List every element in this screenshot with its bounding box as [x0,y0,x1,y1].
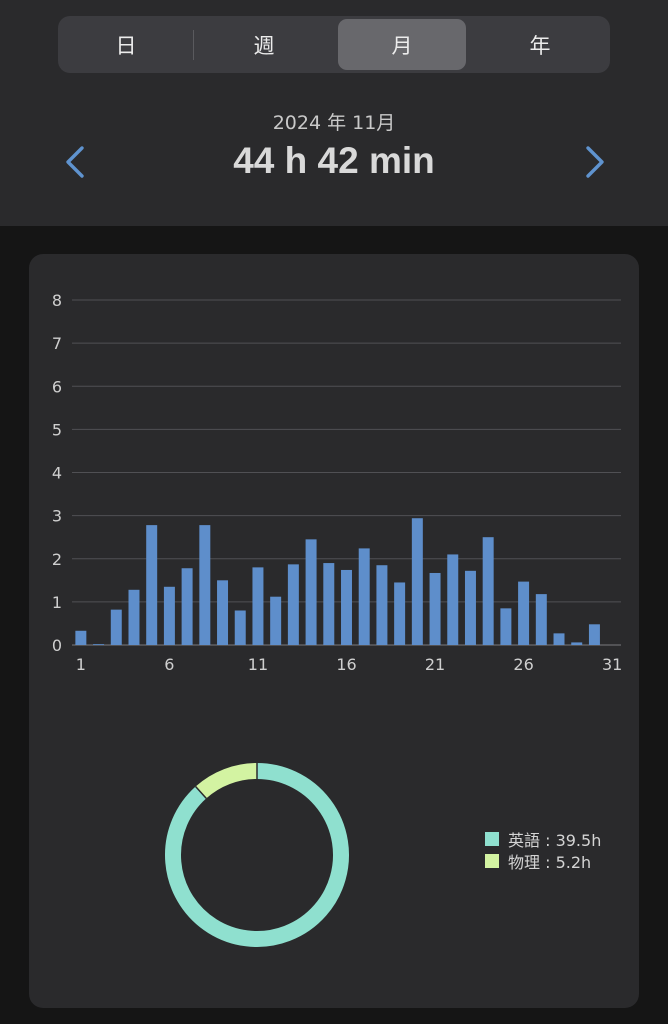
bar-day-20 [411,518,423,645]
bar-day-12 [270,596,282,645]
bar-day-2 [93,644,105,645]
x-tick-label: 31 [602,655,622,674]
donut-legend: 英語 : 39.5h 物理 : 5.2h [485,828,601,872]
bar-day-11 [252,567,264,645]
bar-day-3 [110,609,122,645]
bar-day-8 [199,525,211,645]
bar-day-6 [163,586,175,645]
x-tick-label: 1 [76,655,86,674]
y-tick-label: 5 [52,420,62,439]
legend-swatch-physics [485,854,499,868]
bar-day-17 [358,548,370,645]
y-tick-label: 1 [52,593,62,612]
donut-slice-physics [195,763,258,799]
legend-swatch-english [485,832,499,846]
bar-day-13 [287,564,299,645]
bar-day-30 [588,624,600,645]
bar-day-18 [376,565,388,645]
period-label: 2024 年 11月 [272,112,396,134]
chevron-left-icon[interactable] [60,142,90,182]
segment-year[interactable]: 年 [529,33,551,58]
bar-day-29 [571,642,583,645]
segment-month[interactable]: 月 [338,19,466,70]
y-tick-label: 7 [52,334,62,353]
y-tick-label: 4 [52,464,62,483]
bar-day-22 [447,554,459,645]
legend-label-english: 英語 : 39.5h [508,831,602,850]
period-segmented-control: 日 週 月 年 [58,16,610,73]
segment-week[interactable]: 週 [253,33,275,58]
x-tick-label: 21 [425,655,445,674]
segment-divider [193,30,194,60]
bar-day-25 [500,608,512,645]
bar-day-9 [217,580,229,645]
header: 日 週 月 年 2024 年 11月 44 h 42 min [0,0,668,226]
bar-day-1 [75,630,87,645]
bar-day-21 [429,572,441,645]
y-tick-label: 0 [52,636,62,655]
x-tick-label: 16 [336,655,356,674]
segment-day[interactable]: 日 [115,33,137,58]
bar-day-23 [464,570,476,645]
donut-separator-1 [195,786,207,799]
bar-day-28 [553,633,565,645]
subject-donut-chart [165,763,349,947]
bar-day-15 [323,563,335,645]
y-tick-label: 2 [52,550,62,569]
x-tick-label: 6 [164,655,174,674]
bar-day-19 [394,582,406,645]
bar-day-4 [128,589,140,645]
y-tick-label: 3 [52,507,62,526]
bar-day-16 [341,569,352,645]
bar-day-26 [518,581,530,645]
x-tick-label: 26 [513,655,533,674]
bar-day-10 [234,610,246,645]
legend-item-physics: 物理 : 5.2h [485,850,601,872]
legend-item-english: 英語 : 39.5h [485,828,601,850]
y-tick-label: 8 [52,291,62,310]
bar-day-7 [181,568,193,645]
bar-day-27 [535,594,547,645]
chevron-right-icon[interactable] [580,142,610,182]
bar-day-14 [305,539,317,645]
legend-label-physics: 物理 : 5.2h [508,853,592,872]
x-tick-label: 11 [248,655,268,674]
bar-day-5 [146,525,158,645]
y-tick-label: 6 [52,377,62,396]
bar-day-24 [482,537,494,645]
donut-slice-english [165,763,349,947]
total-time: 44 h 42 min [233,140,435,181]
